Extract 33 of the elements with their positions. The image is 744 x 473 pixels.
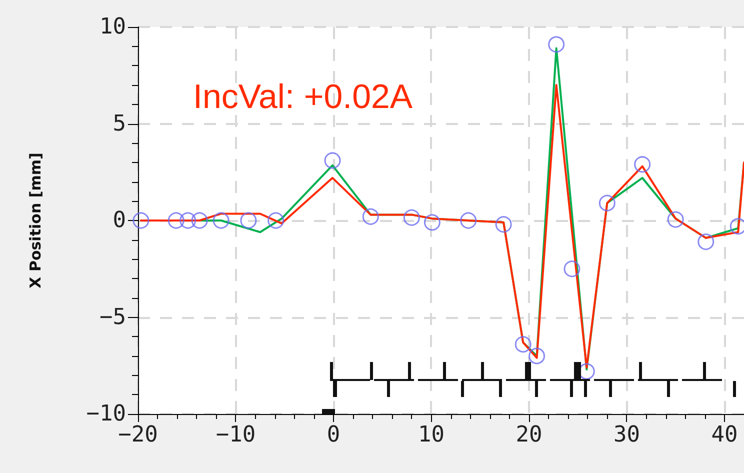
point xyxy=(212,212,230,229)
x-tick-label: 20 xyxy=(516,422,542,448)
x-tick-label: 10 xyxy=(418,422,444,448)
point xyxy=(168,212,184,229)
point xyxy=(667,211,684,228)
annotation: IncVal: +0.02A xyxy=(193,78,413,116)
x-tick-label: 40 xyxy=(711,422,738,448)
point xyxy=(268,212,284,229)
x-tick-label: 30 xyxy=(613,422,640,448)
point xyxy=(698,234,714,250)
point xyxy=(564,260,580,278)
y-tick-label: 0 xyxy=(112,208,126,233)
point xyxy=(324,152,341,169)
point xyxy=(403,209,420,226)
point xyxy=(180,212,196,229)
point xyxy=(132,212,150,229)
point xyxy=(598,194,616,212)
point xyxy=(362,208,379,225)
point xyxy=(514,336,532,353)
x-tick-label: 0 xyxy=(326,422,340,448)
point xyxy=(240,212,257,229)
point xyxy=(191,212,208,229)
y-axis-title: X Position [mm] xyxy=(26,152,44,288)
y-tick-label: −5 xyxy=(100,304,126,330)
point xyxy=(495,216,512,233)
point xyxy=(528,348,546,364)
point xyxy=(460,212,477,229)
point xyxy=(548,36,565,53)
y-tick-label: 10 xyxy=(100,14,126,40)
y-tick-label: 5 xyxy=(112,111,126,136)
point xyxy=(424,214,440,231)
point xyxy=(634,156,651,173)
x-tick-label: −10 xyxy=(216,422,256,448)
